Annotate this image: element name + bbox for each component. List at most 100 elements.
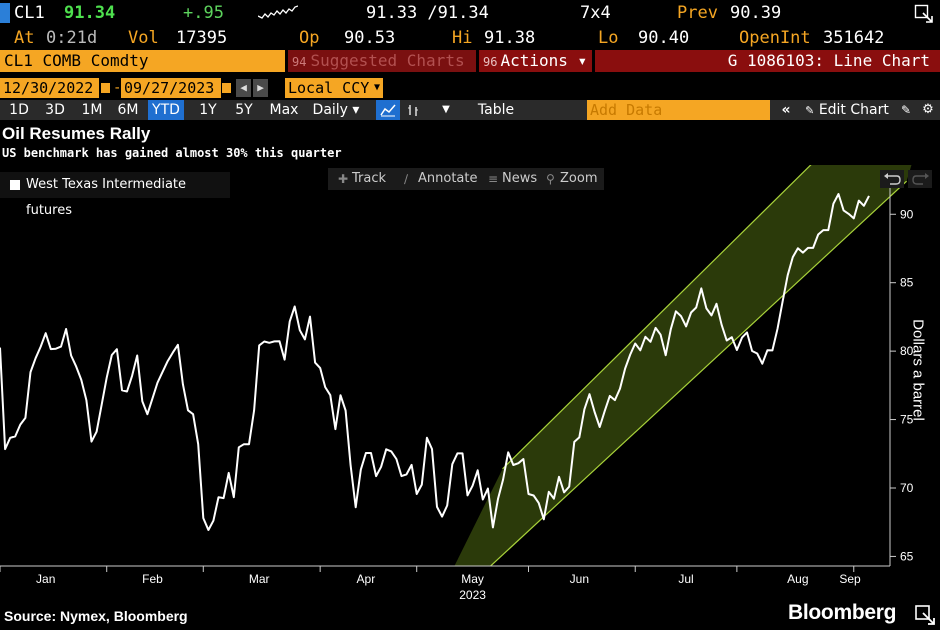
- edit-icon[interactable]: ✎: [900, 103, 912, 117]
- low-label: Lo: [598, 28, 619, 48]
- end-date-input[interactable]: 09/27/2023: [121, 78, 221, 98]
- end-calendar-icon[interactable]: [221, 82, 232, 94]
- period-ytd[interactable]: YTD: [148, 100, 184, 120]
- high-value: 91.38: [484, 28, 536, 48]
- trend-channel: [454, 165, 912, 566]
- wti-price-line: [0, 193, 870, 531]
- x-tick-label: Sep: [839, 572, 861, 586]
- start-date-input[interactable]: 12/30/2022: [0, 78, 99, 98]
- track-tool[interactable]: ✚ Track: [334, 168, 386, 190]
- period-6m[interactable]: 6M: [117, 102, 139, 118]
- news-tool[interactable]: ≡ News: [484, 168, 537, 190]
- net-change: +.95: [183, 3, 224, 23]
- quote-row-1: CL1 91.34 +.95 91.33 /91.34 7x4 Prev 90.…: [0, 1, 940, 25]
- bid-ask-size: 7x4: [580, 3, 611, 23]
- suggested-charts-button[interactable]: 94 Suggested Charts: [288, 50, 476, 72]
- y-tick-label: 90: [900, 207, 914, 221]
- currency-value: Local CCY: [288, 79, 370, 97]
- x-tick-label: Apr: [357, 572, 376, 586]
- start-calendar-icon[interactable]: [100, 82, 111, 94]
- magnifier-icon: ⚲: [546, 172, 555, 186]
- chart-type-dropdown-icon[interactable]: ▼: [442, 104, 450, 115]
- y-tick-label: 85: [900, 276, 914, 290]
- pencil-icon: ✎: [805, 104, 815, 117]
- period-3d[interactable]: 3D: [45, 102, 65, 118]
- open-label: Op: [299, 28, 320, 48]
- y-tick-label: 65: [900, 549, 914, 563]
- x-year-label: 2023: [459, 588, 486, 602]
- chevron-down-icon: ▼: [373, 82, 380, 93]
- period-5y[interactable]: 5Y: [235, 102, 253, 118]
- settings-icon[interactable]: ⚙: [922, 102, 934, 117]
- x-tick-label: Aug: [787, 572, 808, 586]
- date-range-bar: 12/30/2022 - 09/27/2023 ◀ ▶ Local CCY ▼: [0, 78, 940, 98]
- news-icon: ≡: [488, 172, 499, 186]
- period-1d[interactable]: 1D: [9, 102, 29, 118]
- command-bar: CL1 COMB Comdty 94 Suggested Charts 96 Act…: [0, 50, 940, 72]
- intraday-sparkline-icon: [258, 5, 298, 19]
- period-max[interactable]: Max: [269, 102, 299, 118]
- ticker[interactable]: CL1: [14, 3, 45, 23]
- date-next-button[interactable]: ▶: [253, 79, 268, 97]
- chart-id-title: G 1086103: Line Chart: [595, 50, 940, 72]
- table-button[interactable]: Table: [477, 102, 515, 118]
- last-price: 91.34: [64, 3, 116, 23]
- fullscreen-icon[interactable]: [914, 4, 934, 24]
- collapse-left-icon[interactable]: «: [781, 102, 791, 118]
- openint-value: 351642: [823, 28, 885, 48]
- y-axis-label: Dollars a barrel: [909, 319, 927, 421]
- suggested-charts-label: Suggested Charts: [310, 51, 465, 70]
- quote-row-2: At 0:21d Vol 17395 Op 90.53 Hi 91.38 Lo …: [0, 26, 940, 50]
- period-1y[interactable]: 1Y: [199, 102, 217, 118]
- y-tick-label: 70: [900, 481, 914, 495]
- period-1m[interactable]: 1M: [81, 102, 103, 118]
- undo-icon[interactable]: [880, 170, 904, 188]
- openint-label: OpenInt: [739, 28, 811, 48]
- edit-chart-label: Edit Chart: [818, 102, 889, 118]
- date-prev-button[interactable]: ◀: [236, 79, 251, 97]
- prev-label: Prev: [677, 3, 718, 23]
- x-tick-label: Jul: [678, 572, 693, 586]
- bid-ask: 91.33 /91.34: [366, 3, 489, 23]
- line-chart-icon[interactable]: [376, 100, 400, 120]
- track-label: Track: [352, 171, 387, 186]
- actions-label: Actions ▾: [500, 51, 588, 70]
- actions-menu-button[interactable]: 96 Actions ▾: [479, 50, 592, 72]
- edit-chart-button[interactable]: ✎ Edit Chart: [800, 100, 894, 120]
- pen-icon: ∕: [404, 172, 409, 186]
- currency-select[interactable]: Local CCY ▼: [285, 78, 383, 98]
- frequency-select[interactable]: Daily ▾: [312, 102, 360, 118]
- bloomberg-logo: Bloomberg: [788, 601, 897, 624]
- security-field[interactable]: CL1 COMB Comdty: [0, 50, 285, 72]
- expand-icon[interactable]: [914, 604, 936, 626]
- zoom-tool[interactable]: ⚲ Zoom: [542, 168, 597, 190]
- at-value: 0:21d: [46, 28, 98, 48]
- add-data-input[interactable]: Add Data: [587, 100, 770, 120]
- x-tick-label: Jun: [570, 572, 589, 586]
- annotate-tool[interactable]: ∕ Annotate: [400, 168, 477, 190]
- x-tick-label: May: [461, 572, 484, 586]
- y-tick-label: 75: [900, 413, 914, 427]
- x-tick-label: Feb: [142, 572, 163, 586]
- news-label: News: [502, 171, 538, 186]
- zoom-label: Zoom: [560, 171, 598, 186]
- undo-redo-group: [880, 170, 932, 188]
- chart-toolbar: 1D 3D 1M 6M YTD 1Y 5Y Max Daily ▾ ▼ Tabl…: [0, 100, 940, 120]
- volume-label: Vol: [128, 28, 159, 48]
- bar-chart-icon[interactable]: [402, 100, 424, 120]
- low-value: 90.40: [638, 28, 690, 48]
- suggested-charts-number: 94: [292, 55, 307, 69]
- annotate-label: Annotate: [418, 171, 478, 186]
- prev-value: 90.39: [730, 3, 782, 23]
- trend-channel-band: [454, 165, 912, 566]
- legend-label: West Texas Intermediate futures: [26, 177, 187, 218]
- trend-channel-lower-line: [489, 180, 908, 566]
- source-note: Source: Nymex, Bloomberg: [4, 608, 188, 624]
- open-value: 90.53: [344, 28, 396, 48]
- price-chart[interactable]: Jan Feb Mar Apr May Jun Jul Aug Sep 2023 65 70 75 80 8…: [0, 165, 940, 605]
- volume-value: 17395: [176, 28, 228, 48]
- x-tick-label: Jan: [36, 572, 55, 586]
- date-separator: -: [113, 80, 122, 96]
- redo-icon[interactable]: [908, 170, 932, 188]
- actions-number: 96: [483, 55, 498, 69]
